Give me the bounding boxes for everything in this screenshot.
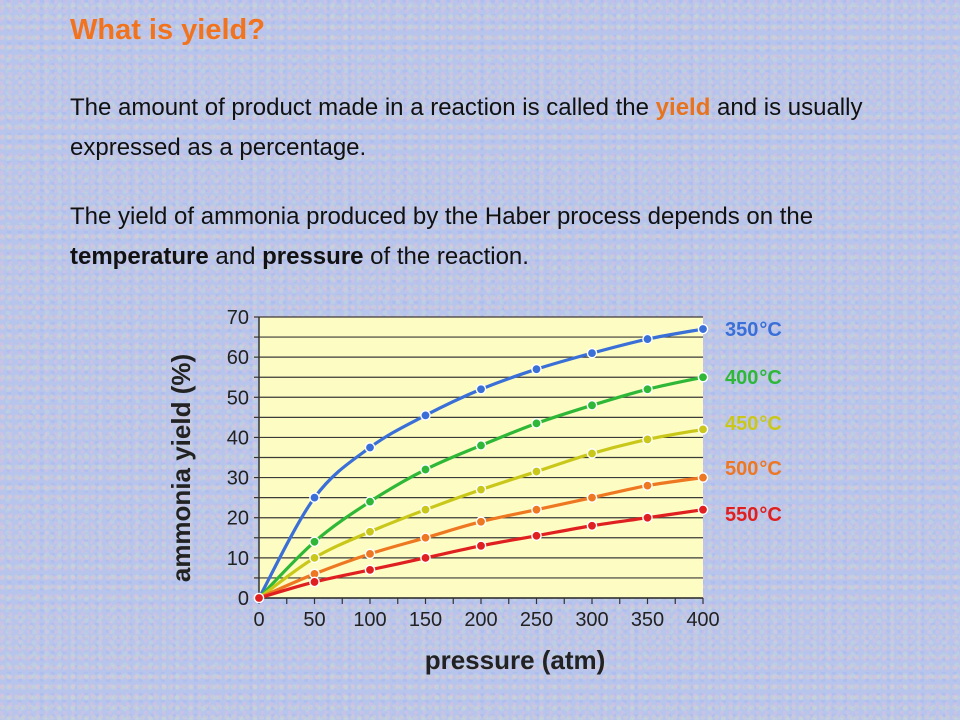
legend-label-400: 400°C (725, 367, 782, 389)
data-point-400 (642, 383, 653, 395)
data-point-350 (475, 383, 487, 395)
legend-label-450: 450°C (725, 413, 782, 435)
data-point-350 (309, 492, 320, 503)
data-point-450 (531, 466, 542, 477)
haber-text-before: The yield of ammonia produced by the Hab… (70, 203, 814, 230)
x-tick-label: 200 (464, 609, 497, 631)
data-point-400 (475, 440, 487, 451)
data-point-450 (309, 552, 320, 564)
intro-text-after: and is usually expressed as a percentage… (70, 94, 863, 161)
data-point-350 (531, 363, 542, 375)
y-tick-label: 40 (227, 427, 249, 449)
data-point-500 (697, 472, 709, 483)
y-tick-label: 70 (227, 307, 249, 329)
intro-paragraph: The amount of product made in a reaction… (70, 88, 930, 168)
x-tick-label: 50 (303, 609, 325, 631)
data-point-550 (475, 540, 487, 552)
data-point-550 (364, 564, 376, 576)
data-point-500 (364, 548, 376, 560)
y-tick-label: 20 (227, 508, 249, 530)
data-point-450 (642, 434, 653, 445)
x-tick-label: 400 (686, 609, 719, 631)
y-tick-label: 30 (227, 468, 249, 490)
legend-label-550: 550°C (725, 504, 782, 526)
data-point-500 (642, 480, 653, 491)
data-point-450 (586, 448, 598, 459)
data-point-350 (642, 333, 653, 345)
data-point-450 (697, 424, 709, 435)
data-point-350 (697, 323, 709, 335)
data-point-400 (697, 371, 709, 383)
x-tick-label: 300 (575, 609, 608, 631)
data-point-450 (364, 526, 376, 538)
data-point-400 (420, 464, 431, 475)
data-point-550 (642, 512, 653, 524)
x-tick-label: 150 (409, 609, 442, 631)
temperature-bold: temperature (70, 243, 209, 270)
data-point-550 (697, 504, 709, 515)
x-tick-label: 350 (631, 609, 664, 631)
x-tick-label: 100 (353, 609, 386, 631)
haber-text-mid: and (215, 243, 256, 270)
legend-label-500: 500°C (725, 458, 782, 480)
yield-highlight: yield (655, 94, 711, 121)
data-point-550 (586, 520, 598, 532)
haber-text-after: of the reaction. (370, 243, 529, 270)
data-point-400 (531, 418, 542, 429)
data-point-350 (586, 347, 598, 359)
data-point-400 (364, 496, 376, 507)
y-tick-label: 0 (238, 588, 249, 610)
y-tick-label: 10 (227, 548, 249, 570)
data-point-350 (420, 410, 431, 421)
data-point-500 (420, 532, 431, 544)
data-point-550 (309, 576, 320, 588)
y-axis-title: ammonia yield (%) (166, 354, 196, 582)
x-axis-title: pressure (atm) (425, 645, 606, 675)
pressure-bold: pressure (262, 243, 364, 270)
data-point-350 (364, 442, 376, 453)
data-point-400 (309, 536, 320, 548)
haber-paragraph: The yield of ammonia produced by the Hab… (70, 197, 930, 277)
y-tick-label: 50 (227, 387, 249, 409)
x-tick-label: 250 (520, 609, 553, 631)
y-tick-label: 60 (227, 347, 249, 369)
data-point-550 (531, 530, 542, 542)
data-point-400 (586, 400, 598, 411)
x-tick-label: 0 (253, 609, 264, 631)
legend-label-350: 350°C (725, 319, 782, 341)
data-point-500 (531, 504, 542, 515)
data-point-500 (475, 516, 487, 528)
data-point-450 (420, 504, 431, 515)
data-point-550 (420, 552, 431, 564)
intro-text-before: The amount of product made in a reaction… (70, 94, 649, 121)
data-point-500 (586, 492, 598, 503)
data-point-450 (475, 484, 487, 495)
origin-point (253, 592, 265, 604)
slide-title: What is yield? (70, 14, 265, 46)
